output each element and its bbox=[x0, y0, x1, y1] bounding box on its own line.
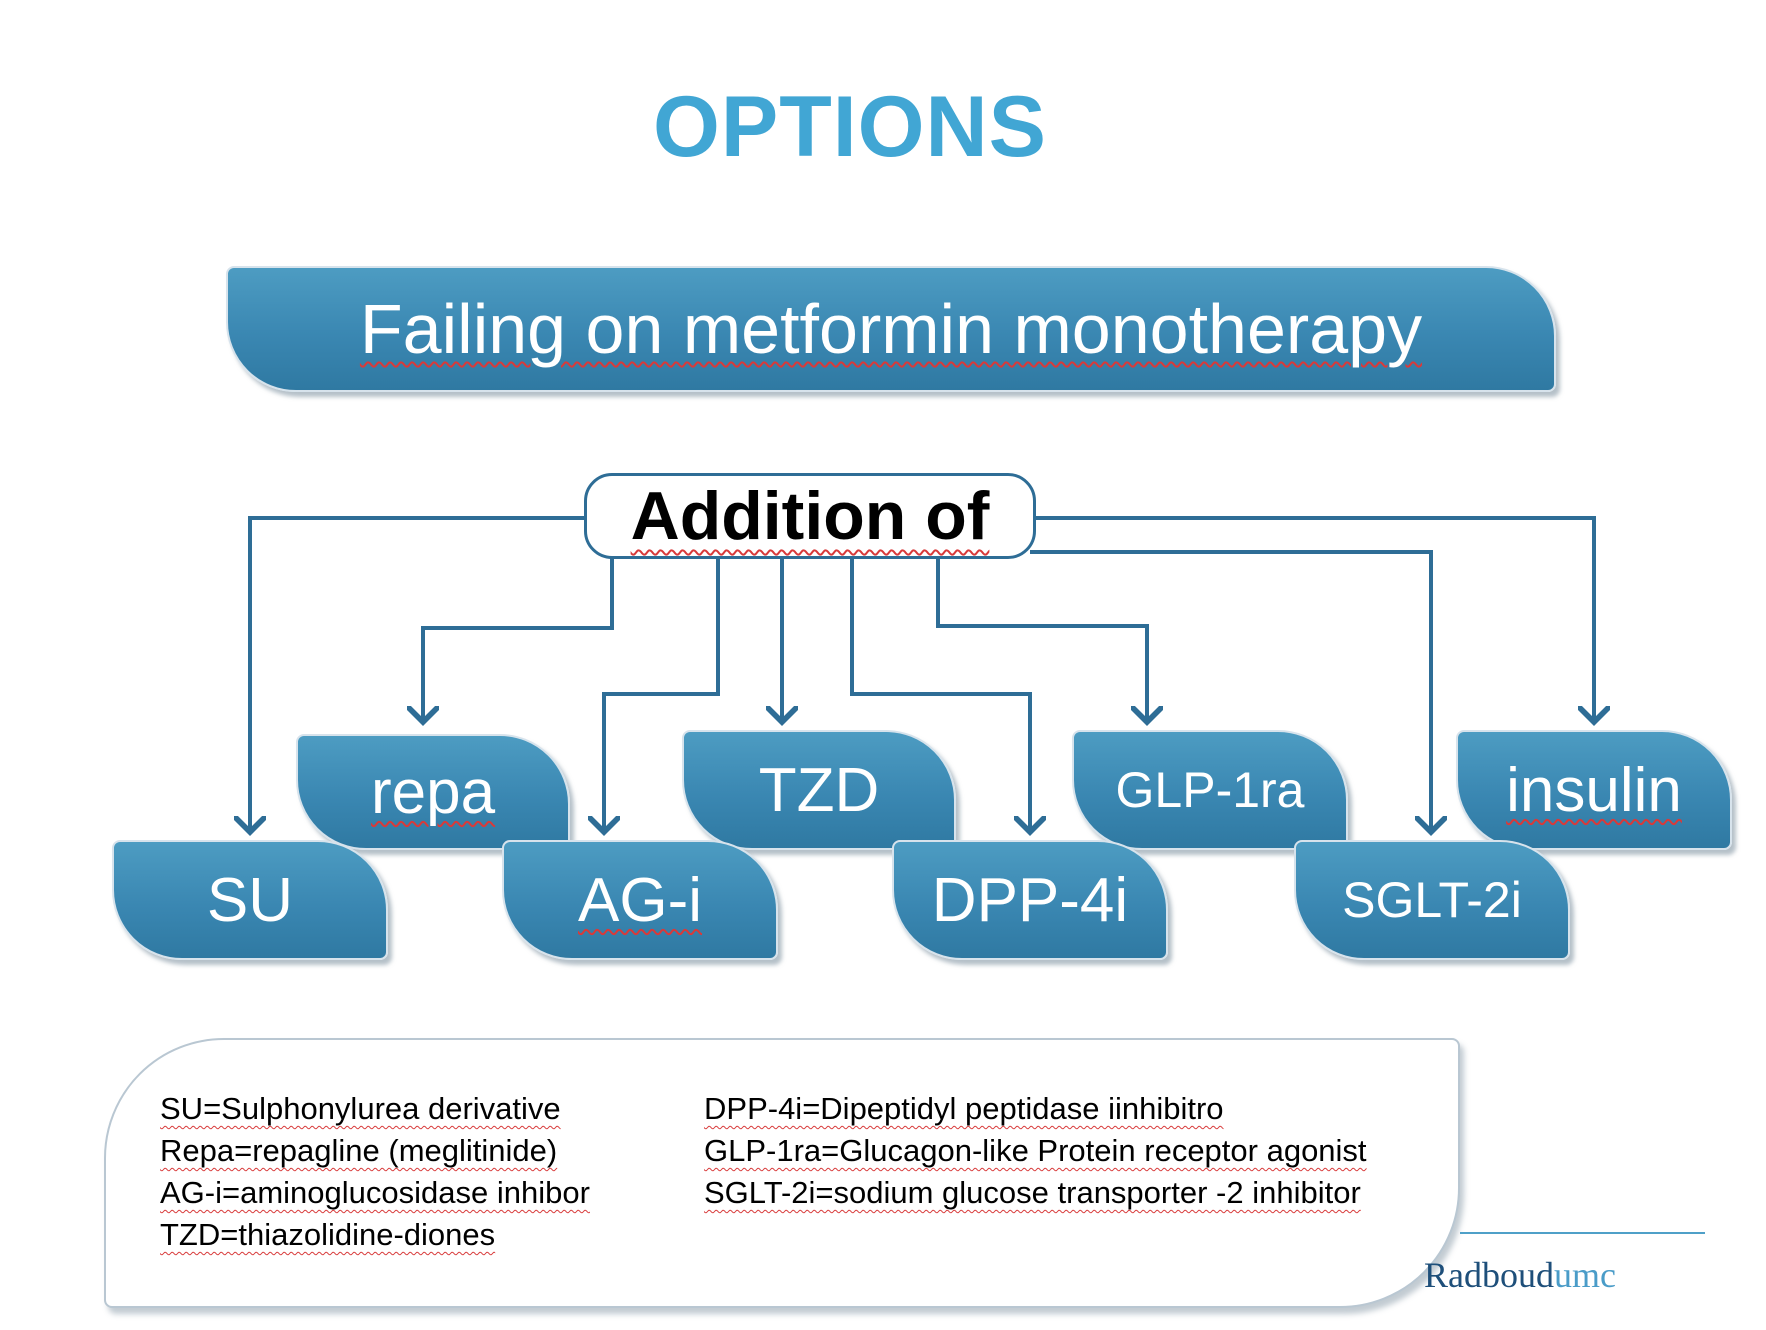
drug-label-repa: repa bbox=[370, 757, 496, 827]
logo-suffix: umc bbox=[1554, 1255, 1616, 1295]
drug-box-repa: repa bbox=[296, 734, 570, 850]
logo-name: Radboud bbox=[1424, 1255, 1554, 1295]
abbreviation-legend: SU=Sulphonylurea derivative Repa=repagli… bbox=[104, 1038, 1460, 1308]
arrow-to-sglt2i bbox=[1030, 550, 1431, 832]
arrow-to-insulin bbox=[1036, 516, 1594, 722]
arrow-to-glp1ra bbox=[936, 556, 1147, 722]
drug-label-su: SU bbox=[206, 865, 294, 935]
legend-entry: AG-i=aminoglucosidase inhibor bbox=[160, 1175, 590, 1210]
drug-box-su: SU bbox=[112, 840, 388, 960]
legend-entry: Repa=repagline (meglitinide) bbox=[160, 1133, 558, 1168]
drug-box-sglt2i: SGLT-2i bbox=[1294, 840, 1570, 960]
addition-of-label: Addition of bbox=[630, 478, 990, 554]
legend-entry: GLP-1ra=Glucagon-like Protein receptor a… bbox=[704, 1133, 1367, 1168]
legend-left-column: SU=Sulphonylurea derivative Repa=repagli… bbox=[160, 1088, 590, 1256]
drug-box-glp1ra: GLP-1ra bbox=[1072, 730, 1348, 850]
drug-label-sglt2i: SGLT-2i bbox=[1342, 872, 1522, 928]
failing-metformin-box: Failing on metformin monotherapy bbox=[226, 266, 1556, 392]
arrow-to-repa bbox=[423, 556, 614, 722]
drug-label-agi: AG-i bbox=[578, 865, 702, 935]
legend-entry: TZD=thiazolidine-diones bbox=[160, 1217, 496, 1252]
drug-label-insulin: insulin bbox=[1506, 755, 1682, 825]
drug-label-glp1ra: GLP-1ra bbox=[1115, 762, 1305, 818]
logo-divider bbox=[1460, 1232, 1705, 1234]
page-title: OPTIONS bbox=[652, 79, 1048, 175]
drug-box-dpp4i: DPP-4i bbox=[892, 840, 1168, 960]
drug-label-dpp4i: DPP-4i bbox=[931, 865, 1129, 935]
legend-entry: DPP-4i=Dipeptidyl peptidase iinhibitro bbox=[704, 1091, 1224, 1126]
arrow-to-dpp4i bbox=[850, 556, 1030, 832]
arrow-to-su bbox=[250, 516, 584, 832]
drug-label-tzd: TZD bbox=[758, 755, 880, 825]
radboudumc-logo: Radboudumc bbox=[1424, 1254, 1616, 1296]
failing-metformin-label: Failing on metformin monotherapy bbox=[359, 290, 1423, 368]
addition-of-box: Addition of bbox=[584, 473, 1036, 559]
drug-box-insulin: insulin bbox=[1456, 730, 1732, 850]
drug-box-tzd: TZD bbox=[682, 730, 956, 850]
arrow-to-agi bbox=[604, 556, 720, 832]
drug-box-agi: AG-i bbox=[502, 840, 778, 960]
legend-right-column: DPP-4i=Dipeptidyl peptidase iinhibitro G… bbox=[704, 1088, 1367, 1214]
legend-entry: SU=Sulphonylurea derivative bbox=[160, 1091, 561, 1126]
legend-entry: SGLT-2i=sodium glucose transporter -2 in… bbox=[704, 1175, 1361, 1210]
